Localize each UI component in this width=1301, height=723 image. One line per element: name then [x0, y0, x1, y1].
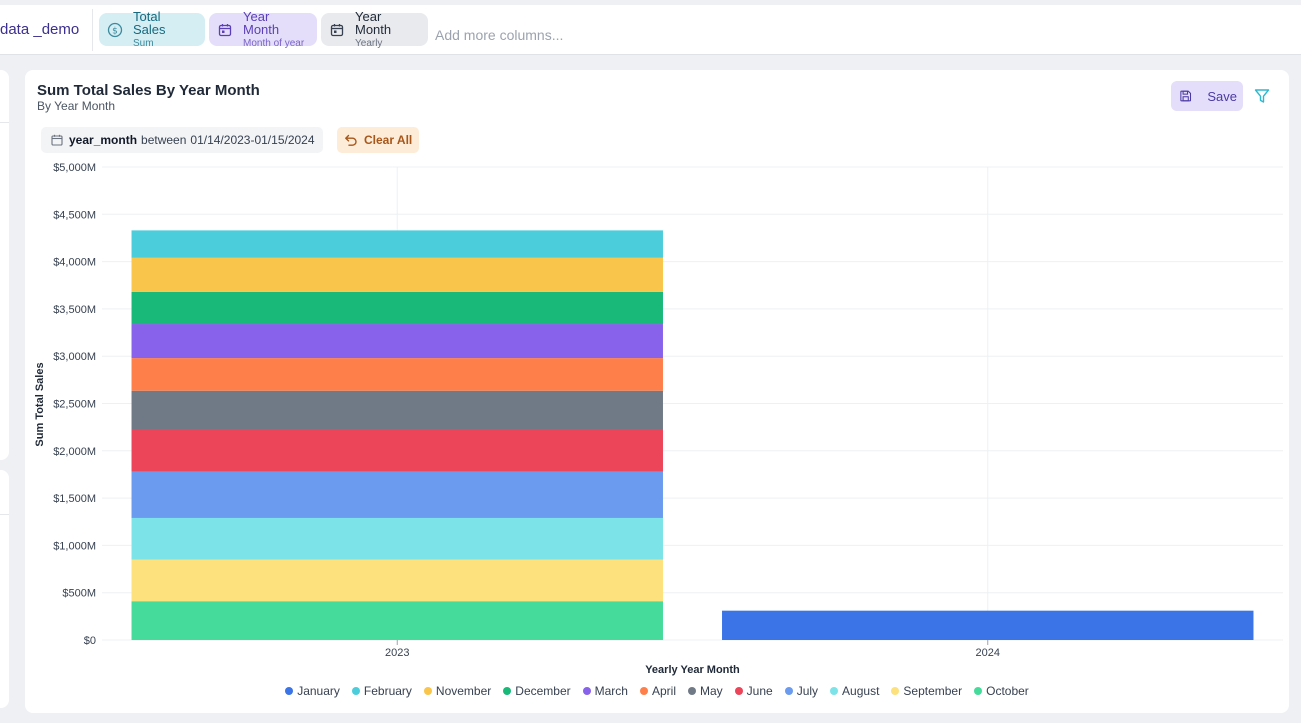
legend-swatch — [784, 687, 793, 695]
chart-card: Sum Total Sales By Year Month By Year Mo… — [25, 70, 1289, 713]
legend-label: February — [363, 684, 412, 698]
legend-swatch — [503, 687, 512, 695]
bar-segment-december-2023[interactable] — [131, 291, 663, 325]
svg-text:$: $ — [112, 26, 118, 36]
legend-item-may[interactable]: May — [688, 684, 723, 698]
legend-swatch — [688, 687, 696, 695]
y-tick-label: $2,000M — [53, 446, 96, 458]
x-tick-label: 2024 — [976, 647, 1000, 659]
bar-segment-march-2023[interactable] — [131, 324, 663, 359]
pill-subtitle: Sum — [133, 38, 154, 49]
bar-segment-october-2023[interactable] — [131, 601, 663, 640]
top-toolbar: data _demo $ Total Sales Sum Year Month … — [0, 5, 1301, 55]
legend-item-october[interactable]: October — [974, 684, 1029, 698]
pill-subtitle: Yearly — [355, 38, 383, 49]
legend-label: July — [796, 684, 819, 698]
bar-segment-february-2023[interactable] — [131, 230, 663, 258]
stacked-bar-chart: $0 $500M $1,000M $1,500M $2,000M $2,500M $3,00… — [34, 162, 1283, 676]
y-tick-label: $5,000M — [53, 162, 96, 174]
dollar-icon: $ — [107, 22, 123, 37]
clear-all-label: Clear All — [364, 133, 413, 147]
save-button-label: Save — [1207, 88, 1237, 104]
legend-swatch — [285, 687, 294, 695]
legend-swatch — [639, 687, 648, 695]
save-icon — [1180, 90, 1192, 102]
legend-item-august[interactable]: August — [830, 684, 879, 698]
add-columns-input[interactable]: Add more columns... — [435, 27, 564, 43]
calendar-icon — [51, 134, 63, 146]
legend-label: May — [700, 684, 723, 698]
y-tick-label: $0 — [84, 635, 96, 647]
legend-label: September — [903, 684, 963, 698]
pill-title: Year Month — [355, 9, 392, 37]
column-pill-total-sales[interactable]: $ Total Sales Sum — [99, 9, 205, 49]
legend-item-november[interactable]: November — [423, 684, 492, 698]
calendar-icon — [330, 23, 344, 36]
toolbar-divider — [92, 9, 93, 51]
legend-item-september[interactable]: September — [891, 684, 962, 698]
filter-operator: between — [141, 133, 187, 147]
legend-label: June — [746, 684, 773, 698]
legend-label: August — [842, 684, 880, 698]
legend-label: April — [651, 684, 676, 698]
x-axis-title: Yearly Year Month — [645, 664, 740, 676]
dataset-name[interactable]: data _demo — [0, 21, 80, 38]
legend-swatch — [582, 687, 591, 695]
legend-swatch — [830, 687, 839, 695]
y-tick-label: $2,500M — [53, 399, 96, 411]
y-tick-label: $1,000M — [53, 540, 96, 552]
legend-item-july[interactable]: July — [784, 684, 819, 698]
clear-all-button[interactable]: Clear All — [337, 127, 420, 153]
legend-label: December — [515, 684, 571, 698]
pill-title: Total Sales — [133, 9, 166, 37]
filter-icon[interactable] — [1254, 88, 1270, 104]
y-tick-label: $1,500M — [53, 493, 96, 505]
bar-segment-june-2023[interactable] — [131, 429, 663, 472]
chart-title: Sum Total Sales By Year Month — [37, 82, 260, 99]
chart-legend: January February November December March Apri… — [25, 684, 1289, 698]
y-axis-title: Sum Total Sales — [34, 362, 46, 446]
filter-field: year_month — [69, 133, 138, 147]
legend-swatch — [891, 687, 900, 695]
x-tick-label: 2023 — [385, 647, 409, 659]
y-tick-label: $500M — [62, 588, 96, 600]
calendar-icon — [218, 23, 232, 36]
bar-segment-may-2023[interactable] — [131, 390, 663, 430]
bar-segment-august-2023[interactable] — [131, 517, 663, 560]
bar-segment-november-2023[interactable] — [131, 257, 663, 292]
left-panel-top — [0, 70, 9, 460]
filter-value: 01/14/2023-01/15/2024 — [190, 133, 315, 147]
bar-segment-january-2024[interactable] — [722, 610, 1254, 640]
legend-item-march[interactable]: March — [582, 684, 628, 698]
column-pill-year-month-yearly[interactable]: Year Month Yearly — [321, 9, 428, 49]
legend-item-january[interactable]: January — [285, 684, 340, 698]
y-tick-label: $3,500M — [53, 304, 96, 316]
legend-item-april[interactable]: April — [639, 684, 676, 698]
bar-segment-september-2023[interactable] — [131, 559, 663, 602]
bar-segment-april-2023[interactable] — [131, 358, 663, 391]
pill-title: Year Month — [243, 9, 280, 37]
y-tick-label: $4,500M — [53, 209, 96, 221]
legend-swatch — [423, 687, 432, 695]
legend-label: November — [435, 684, 492, 698]
chart-subtitle: By Year Month — [37, 99, 116, 113]
legend-label: January — [297, 684, 340, 698]
legend-item-february[interactable]: February — [351, 684, 412, 698]
legend-item-june[interactable]: June — [734, 684, 773, 698]
column-pill-year-month-of-year[interactable]: Year Month Month of year — [209, 9, 317, 49]
legend-swatch — [351, 687, 360, 695]
legend-swatch — [734, 687, 743, 695]
y-tick-label: $3,000M — [53, 351, 96, 363]
legend-label: October — [986, 684, 1029, 698]
legend-swatch — [974, 687, 983, 695]
left-panel-bottom — [0, 470, 9, 708]
pill-subtitle: Month of year — [243, 38, 305, 49]
legend-item-december[interactable]: December — [503, 684, 571, 698]
bar-segment-july-2023[interactable] — [131, 471, 663, 518]
save-button[interactable]: Save — [1171, 81, 1243, 111]
y-tick-label: $4,000M — [53, 257, 96, 269]
undo-icon — [345, 134, 357, 146]
legend-label: March — [594, 684, 628, 698]
active-filter-chip[interactable]: year_month between 01/14/2023-01/15/2024 — [41, 127, 323, 153]
